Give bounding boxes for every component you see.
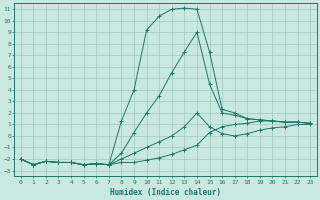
X-axis label: Humidex (Indice chaleur): Humidex (Indice chaleur) — [110, 188, 221, 197]
